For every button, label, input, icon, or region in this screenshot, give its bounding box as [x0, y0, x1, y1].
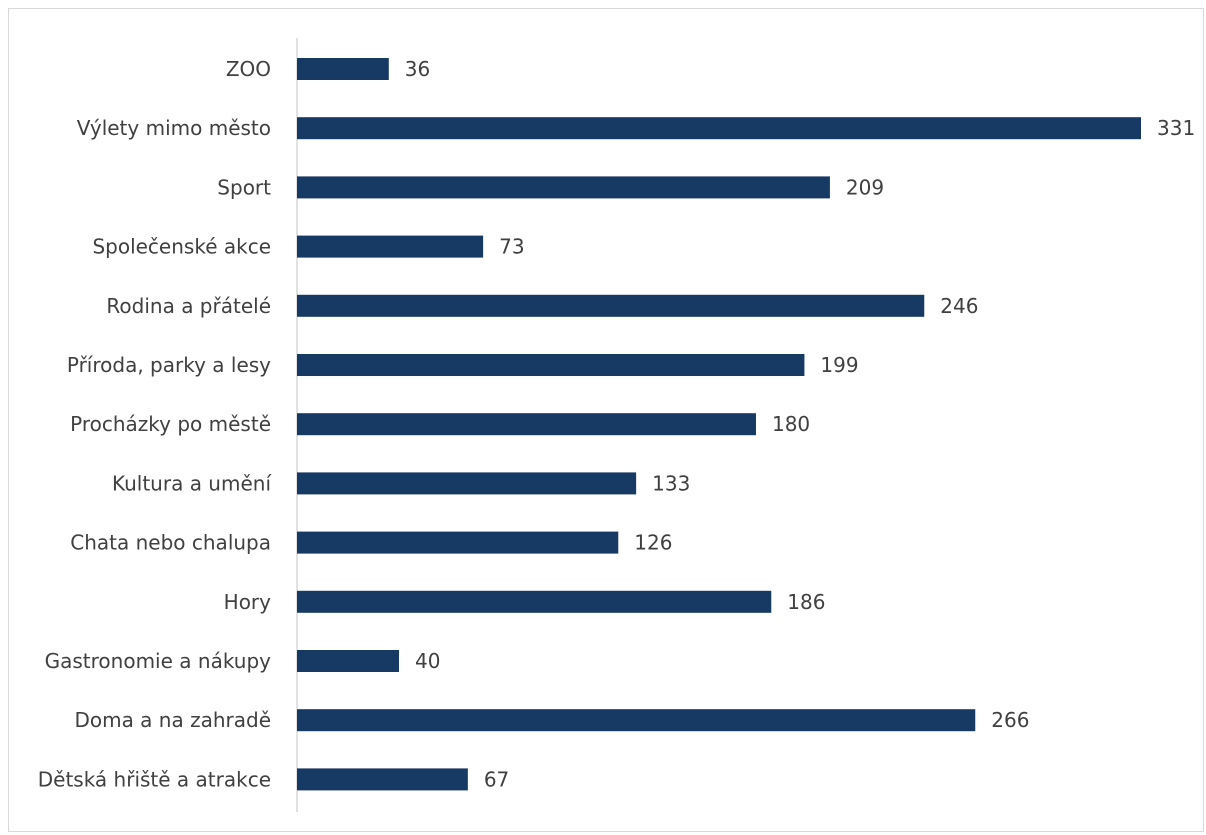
category-label: Výlety mimo město [77, 116, 271, 140]
category-label: Rodina a přátelé [106, 294, 271, 318]
category-label: Hory [224, 590, 271, 614]
category-label: Sport [217, 175, 271, 199]
category-label: Společenské akce [92, 235, 271, 259]
bar [297, 117, 1141, 140]
bar [297, 235, 484, 258]
value-label: 36 [405, 57, 430, 81]
category-label: Chata nebo chalupa [70, 531, 271, 555]
category-label: ZOO [226, 57, 271, 81]
value-label: 266 [991, 708, 1029, 732]
value-label: 180 [772, 412, 810, 436]
bar [297, 413, 756, 436]
value-label: 133 [652, 471, 690, 495]
value-label: 67 [484, 767, 509, 791]
value-labels-group: 36 331 209 73 246 199 180 133 126 186 40 266 67 [405, 57, 1195, 791]
category-label: Doma a na zahradě [74, 708, 271, 732]
bar [297, 650, 399, 672]
bar [297, 768, 468, 791]
category-label: Gastronomie a nákupy [45, 649, 272, 673]
value-label: 199 [820, 353, 858, 377]
value-label: 40 [415, 649, 440, 673]
bar [297, 58, 389, 80]
category-label: Příroda, parky a lesy [67, 353, 271, 377]
value-label: 126 [634, 531, 672, 555]
category-labels-group: ZOO Výlety mimo město Sport Společenské akc… [38, 57, 273, 791]
bars-group [297, 58, 1141, 791]
bar [297, 709, 976, 732]
value-label: 246 [940, 294, 978, 318]
bar [297, 590, 772, 613]
category-label: Dětská hřiště a atrakce [38, 767, 271, 791]
bar [297, 531, 619, 554]
bar [297, 176, 830, 199]
value-label: 331 [1157, 116, 1195, 140]
value-label: 73 [499, 235, 524, 259]
bar [297, 354, 805, 376]
category-label: Kultura a umění [112, 471, 272, 495]
value-label: 186 [787, 590, 825, 614]
value-label: 209 [846, 175, 884, 199]
bar [297, 472, 637, 495]
bar [297, 294, 925, 317]
category-label: Procházky po městě [70, 412, 271, 436]
